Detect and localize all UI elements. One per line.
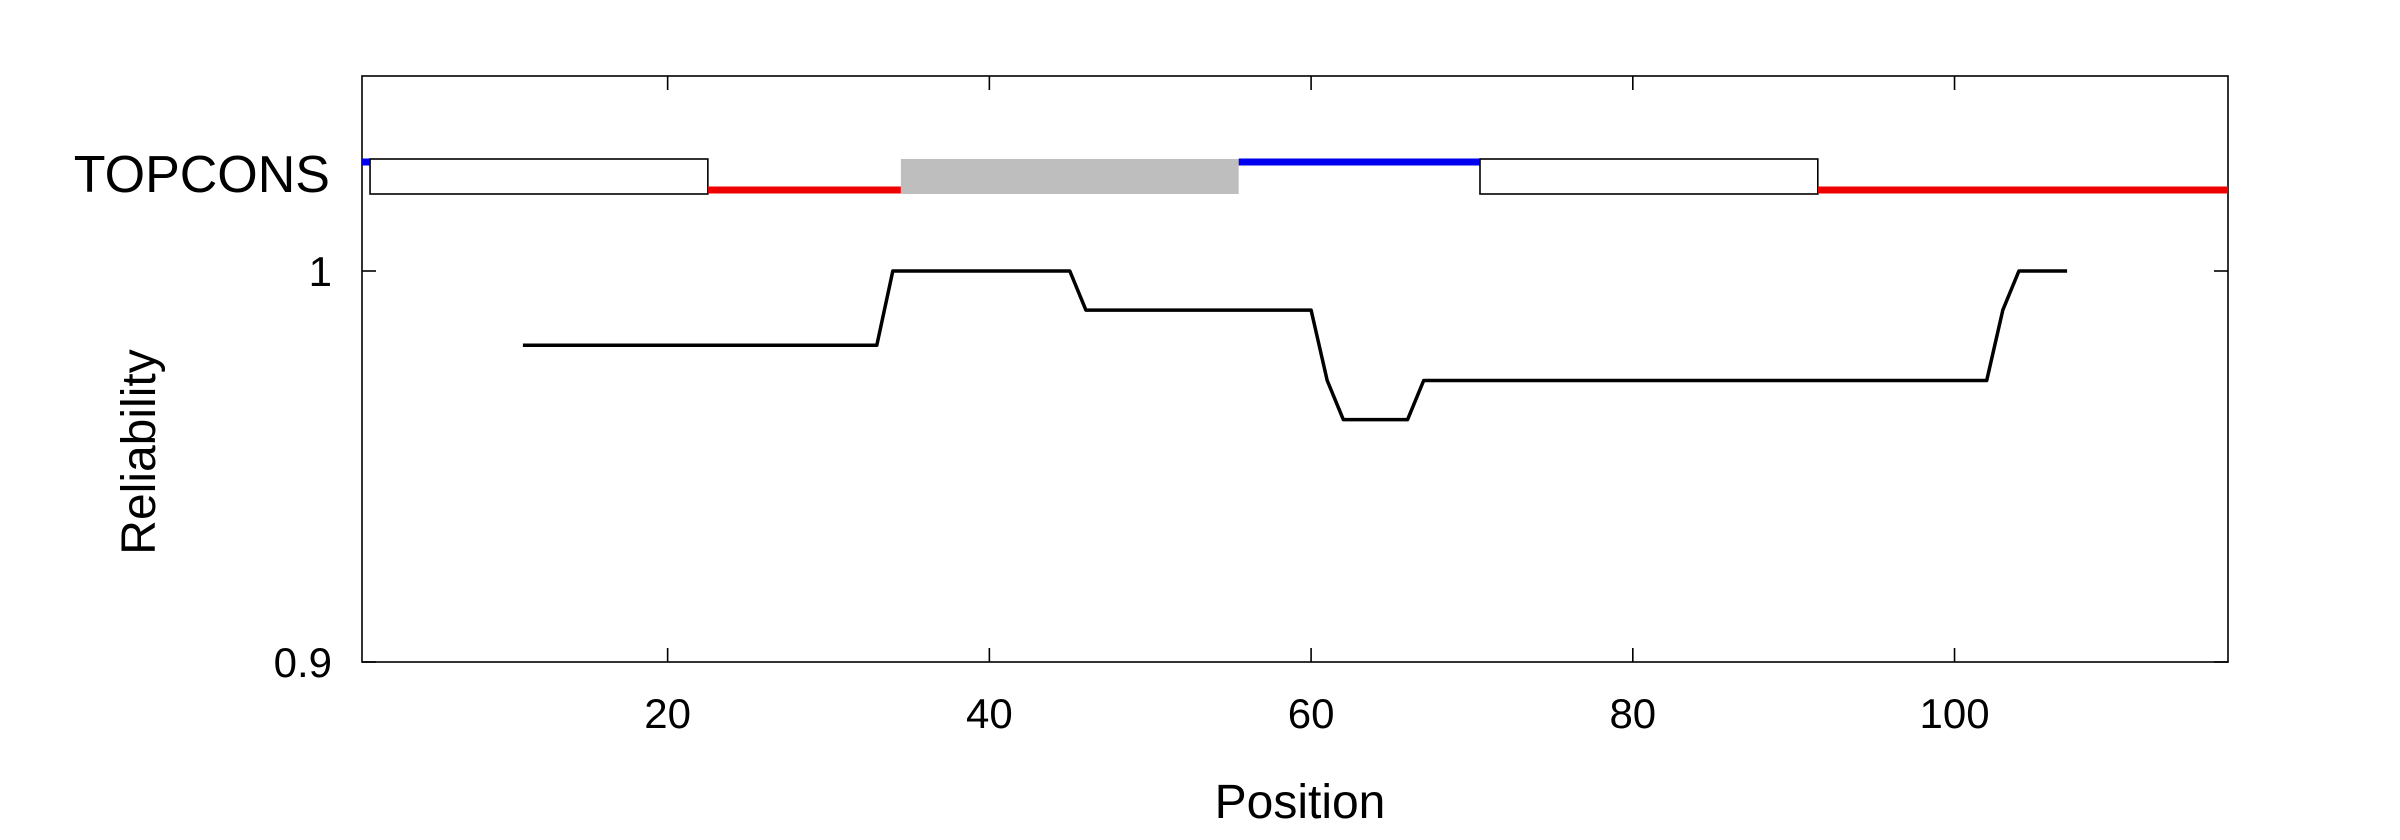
track-label: TOPCONS (74, 146, 330, 204)
x-tick-label: 20 (644, 690, 691, 737)
x-tick-label: 60 (1288, 690, 1335, 737)
x-tick-label: 40 (966, 690, 1013, 737)
reliability-line (522, 269, 2068, 422)
y-axis-title: Reliability (113, 349, 166, 554)
topology-reentrant-box (900, 159, 1239, 194)
y-tick-label: 1 (309, 248, 332, 295)
plot-frame (361, 75, 2229, 663)
topology-tm-helix-box (369, 158, 709, 195)
y-tick-label: 0.9 (274, 639, 332, 686)
x-tick-label: 100 (1919, 690, 1989, 737)
x-axis-title: Position (1215, 776, 1386, 829)
x-tick-label: 80 (1609, 690, 1656, 737)
topology-tm-helix-box (1479, 158, 1819, 195)
